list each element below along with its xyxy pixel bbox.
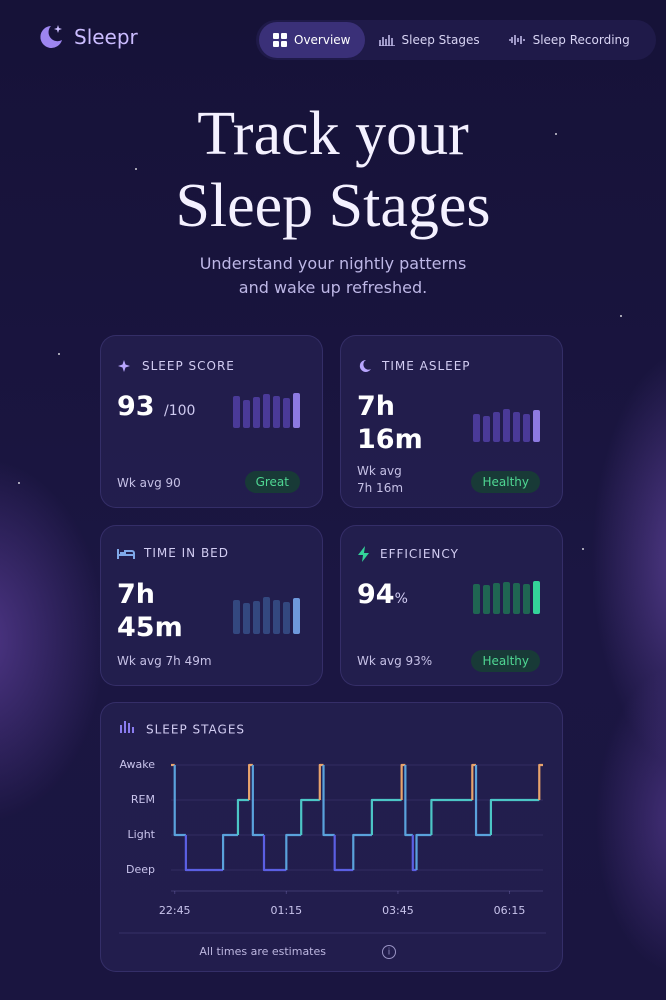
unit: % (394, 591, 408, 607)
stage-segment (489, 798, 540, 835)
status-badge: Healthy (471, 471, 540, 493)
chart-icon (120, 721, 134, 733)
stage-segment (370, 798, 402, 835)
stat-card: SLEEP SCORE 93 /100 Wk avg 90 Great (100, 335, 323, 508)
star (18, 482, 20, 484)
nav-label: Sleep Recording (532, 33, 630, 47)
nav-tab[interactable]: Sleep Recording (494, 22, 644, 58)
chart-card: SLEEP STAGES All times are estimates i A… (100, 702, 563, 972)
card-header: SLEEP SCORE (117, 358, 235, 374)
icon (273, 33, 287, 47)
stage-segment (333, 835, 354, 872)
star (582, 548, 584, 550)
card-value: 93 /100 (117, 390, 195, 428)
card-header: TIME IN BED (117, 546, 229, 560)
star (135, 168, 137, 170)
y-tick-label: REM (131, 793, 155, 806)
stage-segment (538, 763, 543, 800)
icon (117, 549, 135, 559)
stage-segment (474, 765, 491, 837)
card-value: 7h 45m (117, 579, 183, 643)
sparkline (233, 388, 300, 428)
hero-subtitle: Understand your nightly patterns and wak… (199, 254, 467, 297)
y-tick-label: Deep (126, 863, 155, 876)
star (58, 353, 60, 355)
stat-card: TIME ASLEEP 7h 16m Wk avg 7h 16m Healthy (340, 335, 563, 508)
icon (358, 546, 369, 562)
x-tick-label: 06:15 (494, 904, 526, 917)
stage-segment (285, 833, 302, 870)
stage-segment (352, 833, 372, 870)
icon (118, 360, 130, 372)
card-title: EFFICIENCY (380, 547, 459, 561)
value: 94 (357, 579, 395, 610)
sparkline (473, 578, 540, 614)
x-tick-label: 01:15 (270, 904, 302, 917)
stage-segment (400, 763, 406, 800)
stat-card: EFFICIENCY 94% Wk avg 93% Healthy (340, 525, 563, 686)
unit: /100 (163, 403, 196, 419)
stage-segment (262, 835, 287, 872)
logo-icon (40, 25, 62, 48)
status-badge: Healthy (471, 650, 540, 672)
weekly-average: Wk avg 90 (117, 476, 181, 490)
stage-segment (411, 835, 417, 872)
title-line: Track your (197, 100, 469, 168)
stage-segment (471, 763, 477, 800)
status-badge: Great (244, 471, 300, 493)
card-value: 94% (357, 578, 408, 616)
chart-note: All times are estimates (199, 945, 326, 958)
x-tick-label: 22:45 (159, 904, 191, 917)
hero-title: Track your Sleep Stages (0, 98, 666, 242)
chart-title: SLEEP STAGES (146, 723, 245, 737)
weekly-average: Wk avg 7h 16m (357, 464, 404, 495)
info-glyph: i (388, 948, 391, 958)
title-line: Sleep Stages (175, 172, 491, 240)
weekly-average: Wk avg 7h 49m (117, 654, 212, 668)
card-title: SLEEP SCORE (142, 359, 235, 373)
stage-segment (430, 798, 473, 835)
stage-segment (248, 763, 253, 800)
weekly-average: Wk avg 93% (357, 654, 433, 668)
icon (359, 359, 371, 372)
nav-tab[interactable]: Sleep Stages (365, 22, 494, 58)
value: 93 (117, 391, 155, 422)
sparkline (473, 406, 540, 442)
stage-segment (318, 763, 324, 800)
card-header: EFFICIENCY (357, 546, 459, 562)
stat-card: TIME IN BED 7h 45m Wk avg 7h 49m (100, 525, 323, 686)
nav-label: Overview (294, 33, 351, 47)
stage-segment (300, 798, 320, 835)
logo-text: Sleepr (74, 25, 138, 49)
stage-segment (173, 765, 186, 837)
stage-segment (322, 765, 335, 837)
stage-segment (221, 833, 238, 870)
sleep-stages-chart: SLEEP STAGES All times are estimates i A… (119, 721, 546, 959)
nav: Overview Sleep Stages Sleep Recording (256, 20, 656, 60)
card-title: TIME IN BED (144, 546, 230, 560)
icon (378, 35, 395, 46)
y-tick-label: Light (128, 828, 156, 841)
y-tick-label: Awake (119, 758, 155, 771)
star (555, 133, 557, 135)
icon (508, 35, 525, 45)
stage-segment (251, 765, 264, 837)
stage-segment (236, 798, 250, 835)
x-tick-label: 03:45 (382, 904, 414, 917)
info-icon[interactable] (382, 945, 396, 959)
logo[interactable]: Sleepr (36, 22, 138, 52)
star (620, 315, 622, 317)
nav-label: Sleep Stages (401, 33, 480, 47)
sparkline (233, 594, 300, 634)
stage-segment (415, 833, 432, 870)
stage-segment (404, 765, 413, 837)
card-value: 7h 16m (357, 391, 423, 455)
stage-segment (184, 835, 224, 872)
card-title: TIME ASLEEP (382, 359, 471, 373)
card-header: TIME ASLEEP (357, 358, 471, 374)
nav-tab[interactable]: Overview (259, 22, 365, 58)
